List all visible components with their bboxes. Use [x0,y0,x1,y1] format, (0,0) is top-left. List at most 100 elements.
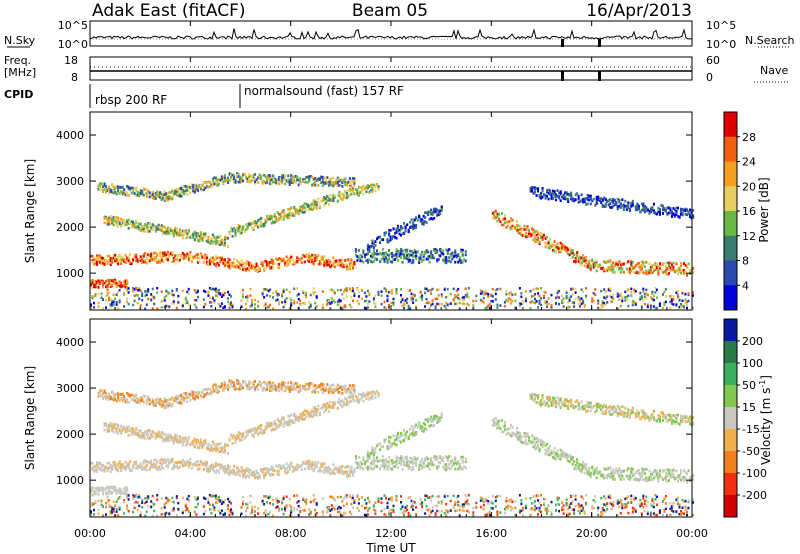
echo-cell [419,290,422,293]
echo-cell [597,306,600,310]
echo-cell [445,256,448,259]
echo-cell [622,270,625,274]
echo-cell [90,281,93,285]
echo-cell [102,463,105,467]
echo-cell [97,499,100,503]
echo-cell [136,258,139,261]
echo-cell [318,177,321,180]
echo-cell [123,188,126,191]
echo-cell [252,470,255,474]
echo-cell [223,179,226,183]
echo-cell [385,288,387,292]
echo-cell [540,193,543,197]
echo-cell [454,254,457,258]
echo-cell [574,287,577,291]
echo-cell [208,241,211,245]
echo-cell [607,266,610,269]
power-data [90,172,695,311]
colorbar-segment [724,260,737,286]
echo-cell [163,400,166,404]
echo-cell [607,203,610,207]
echo-cell [178,440,181,444]
echo-cell [135,401,138,404]
echo-cell [376,183,379,186]
echo-cell [401,260,404,264]
echo-cell [201,239,204,242]
echo-cell [428,217,431,221]
echo-cell [91,466,94,469]
echo-cell [211,390,214,393]
echo-cell [434,210,437,214]
echo-cell [108,461,111,465]
echo-cell [195,513,198,516]
echo-cell [144,230,147,233]
echo-cell [246,429,249,433]
echo-cell [225,263,228,267]
echo-cell [112,485,115,489]
echo-cell [100,394,103,398]
echo-cell [242,268,245,271]
echo-cell [112,430,115,434]
echo-cell [160,400,163,403]
echo-cell [112,293,115,296]
echo-cell [493,210,496,214]
echo-cell [109,512,112,516]
echo-cell [296,301,299,304]
echo-cell [210,260,213,263]
echo-cell [314,253,317,257]
echo-cell [127,185,130,189]
echo-cell [136,301,139,305]
echo-cell [344,177,347,181]
echo-cell [323,263,326,267]
echo-cell [204,440,207,443]
echo-cell [196,439,199,442]
echo-cell [222,258,225,262]
echo-cell [230,470,233,474]
echo-cell [123,258,126,261]
echo-cell [133,506,136,510]
echo-cell [612,270,615,274]
echo-cell [175,233,178,237]
echo-cell [294,211,297,215]
echo-cell [175,495,178,498]
echo-cell [160,196,163,200]
noise-y-bottom: 10^0 [58,38,88,51]
echo-cell [216,178,219,182]
echo-cell [306,175,309,179]
echo-cell [564,197,567,201]
echo-cell [667,206,670,210]
echo-cell [285,255,288,259]
echo-cell [141,258,144,261]
echo-cell [228,302,231,306]
echo-cell [236,259,239,263]
echo-cell [172,302,175,305]
echo-cell [589,196,592,200]
echo-cell [202,443,205,447]
echo-cell [568,296,571,300]
echo-cell [678,296,681,299]
echo-cell [211,183,214,186]
echo-cell [645,297,648,300]
echo-cell [582,253,585,257]
echo-cell [193,439,196,442]
echo-cell [344,305,347,309]
echo-cell [430,292,433,295]
echo-cell [144,395,147,398]
echo-cell [406,250,409,254]
echo-cell [555,250,558,254]
echo-cell [123,260,126,263]
echo-cell [174,192,177,195]
echo-cell [291,212,294,215]
echo-cell [683,268,686,272]
echo-cell [336,200,339,203]
echo-cell [159,403,162,406]
echo-cell [145,253,148,257]
echo-cell [594,203,597,207]
echo-cell [248,268,251,272]
echo-cell [208,387,211,391]
echo-cell [162,403,165,407]
echo-cell [181,496,184,500]
echo-cell [421,296,424,299]
echo-cell [151,193,154,196]
echo-cell [282,218,285,221]
